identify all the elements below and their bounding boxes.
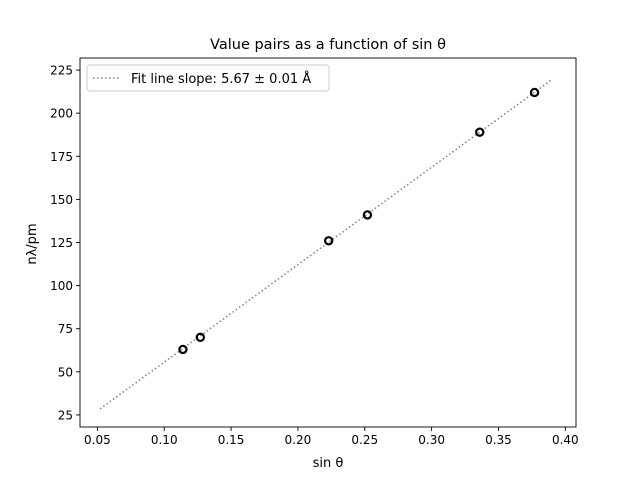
- x-tick-label: 0.25: [351, 433, 378, 447]
- fit-line: [99, 78, 553, 410]
- x-tick-label: 0.05: [84, 433, 111, 447]
- axes-frame: [79, 57, 577, 428]
- y-tick-label: 75: [58, 322, 73, 336]
- data-point: [178, 344, 188, 355]
- y-tick-label: 200: [50, 107, 73, 121]
- x-tick-label: 0.30: [418, 433, 445, 447]
- data-point: [362, 210, 373, 220]
- plot-area: 0.05 0.10 0.15 0.20 0.25 0.30 0.35 0.40 25 50 75 10…: [50, 57, 579, 447]
- legend-box: [86, 64, 330, 92]
- data-point: [475, 127, 485, 137]
- y-tick-label: 125: [50, 236, 73, 250]
- x-tick-label: 0.20: [285, 433, 312, 447]
- x-tick-label: 0.35: [485, 433, 512, 447]
- x-tick-label: 0.15: [218, 433, 245, 447]
- y-tick-label: 225: [50, 64, 73, 78]
- chart-title: Value pairs as a function of sin θ: [210, 37, 446, 53]
- y-tick-label: 50: [58, 365, 73, 379]
- y-axis-label: nλ/pm: [25, 223, 40, 264]
- y-tick-label: 150: [50, 193, 73, 207]
- data-point: [529, 87, 540, 98]
- legend: Fit line slope: 5.67 ± 0.01 Å: [86, 64, 330, 92]
- data-point: [323, 236, 334, 246]
- y-tick-label: 175: [50, 150, 73, 164]
- x-axis-label: sin θ: [313, 456, 344, 471]
- y-tick-label: 25: [58, 408, 73, 422]
- x-tick-label: 0.10: [151, 433, 178, 447]
- legend-label: Fit line slope: 5.67 ± 0.01 Å: [131, 71, 311, 87]
- data-point: [195, 332, 206, 343]
- x-tick-label: 0.40: [552, 433, 579, 447]
- y-tick-label: 100: [50, 279, 73, 293]
